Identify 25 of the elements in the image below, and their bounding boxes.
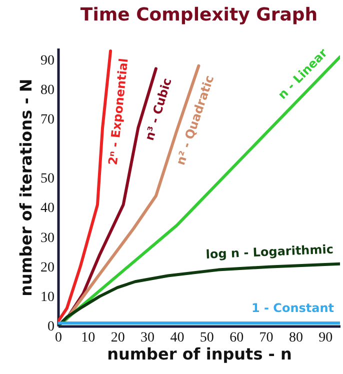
x-tick-label: 90 — [318, 330, 333, 346]
y-tick-label: 10 — [40, 290, 54, 305]
x-tick-label: 30 — [140, 330, 155, 346]
series-label: log n - Logarithmic — [206, 242, 334, 262]
y-axis-title: number of iterations - N — [16, 78, 36, 296]
y-tick-label: 80 — [40, 82, 54, 98]
x-tick-label: 80 — [288, 330, 303, 346]
text: n³ - Cubic — [142, 76, 174, 142]
x-tick-label: 10 — [81, 330, 96, 346]
text: 2ⁿ - Exponential — [106, 58, 131, 166]
y-tick-label: 90 — [40, 53, 54, 68]
x-tick-label: 60 — [230, 330, 244, 346]
x-axis-title: number of inputs - n — [107, 344, 292, 364]
x-tick-label: 40 — [170, 330, 184, 346]
y-tick-label: 30 — [40, 230, 54, 246]
y-tick-label: 70 — [40, 112, 54, 128]
x-tick-label: 20 — [110, 330, 125, 346]
y-tick-label: 40 — [40, 201, 54, 216]
y-tick-label: 0 — [48, 320, 54, 334]
series-label: 1 - Constant — [251, 301, 334, 316]
chart-title: Time Complexity Graph — [80, 4, 318, 26]
y-tick-label: 20 — [40, 260, 54, 276]
x-tick-label: 50 — [200, 330, 214, 346]
x-tick-label: 70 — [259, 330, 274, 346]
y-tick-label: 50 — [40, 172, 54, 187]
